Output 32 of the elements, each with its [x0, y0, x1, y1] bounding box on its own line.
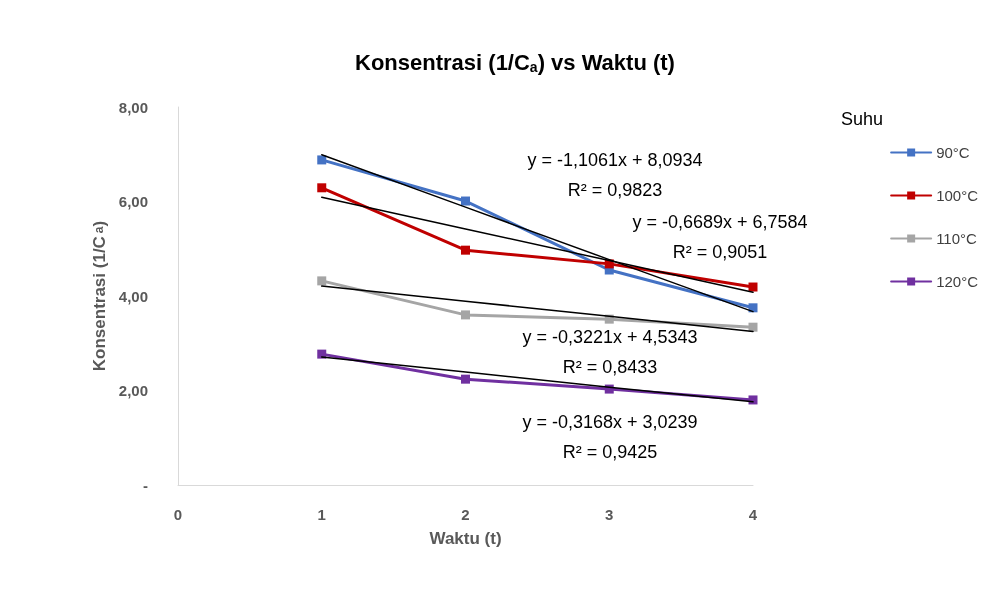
point: [748, 282, 758, 292]
legend-label: 110°C: [936, 230, 978, 247]
x-tick-label: 1: [317, 506, 326, 523]
point: [317, 183, 327, 193]
annotation: y = -0,6689x + 6,7584 R² = 0,9051: [632, 212, 808, 262]
y-tick-label: 2,00: [118, 382, 148, 399]
legend-title: Suhu: [840, 109, 884, 129]
point: [461, 374, 470, 384]
x-axis-title: Waktu (t): [429, 529, 502, 548]
point: [461, 245, 470, 255]
point: [748, 303, 758, 313]
legend-label: 100°C: [936, 187, 979, 204]
legend-label: 90°C: [936, 144, 970, 161]
point: [748, 322, 758, 332]
y-axis-title: Konsentrasi (1/Ca): [89, 220, 109, 372]
annotation: y = -0,3221x + 4,5343 R² = 0,8433: [522, 327, 698, 377]
point: [461, 196, 470, 206]
legend-label: 120°C: [936, 273, 979, 290]
y-tick-label: -: [143, 476, 148, 494]
x-tick-label: 2: [461, 506, 470, 523]
x-tick-label: 0: [173, 506, 183, 523]
x-tick-label: 3: [605, 506, 614, 523]
chart-title: Konsentrasi (1/Ca) vs Waktu (t): [355, 49, 675, 75]
point: [461, 310, 470, 320]
y-tick-label: 4,00: [118, 287, 148, 305]
y-tick-label: 8,00: [118, 98, 148, 116]
point: [748, 395, 758, 405]
point: [317, 276, 327, 286]
x-tick-label: 4: [748, 506, 758, 523]
point: [317, 155, 327, 165]
y-tick-label: 6,00: [118, 193, 148, 210]
annotation: y = -0,3168x + 3,0239 R² = 0,9425: [522, 412, 698, 462]
